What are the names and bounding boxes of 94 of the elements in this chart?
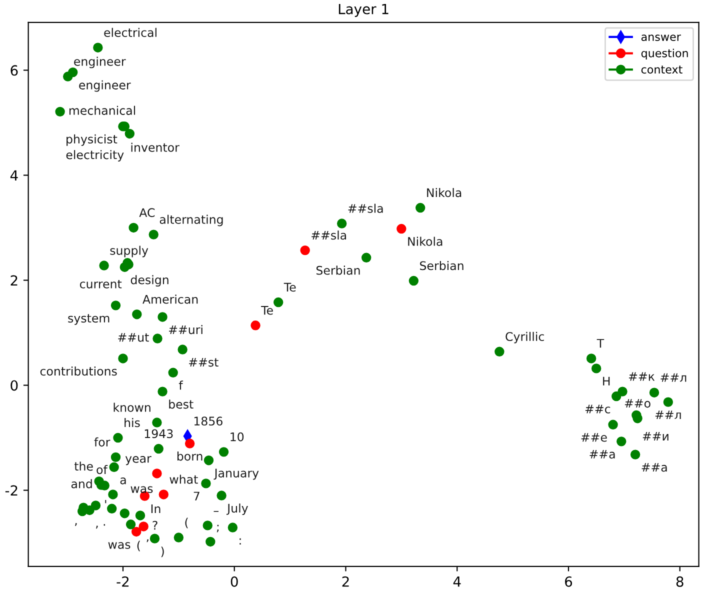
annotation: 1856 [194,416,222,426]
annotation: design [130,275,168,287]
annotation: ##е [581,433,607,442]
annotation: engineer [74,56,126,68]
annotation: ' [105,500,106,504]
annotation: Serbian [420,261,464,270]
annotation: contributions [40,366,117,376]
annotation: electrical [104,28,156,38]
annotation: mechanical [69,106,136,115]
annotation: – [214,511,219,512]
point [138,522,148,532]
annotation: 1943 [144,429,173,438]
annotation: supply [110,246,148,258]
annotation: 10 [230,432,244,442]
y-tick-label: 0 [10,380,18,391]
point [184,438,195,448]
x-tick-label: 2 [342,576,349,587]
annotation: , [96,526,98,529]
annotation: ##к [628,372,655,381]
x-tick-label: 6 [565,576,572,587]
annotation: AC [139,208,155,218]
point [250,320,260,330]
annotation: f [178,380,184,390]
annotation: ##л [655,410,681,420]
annotation: current [80,280,122,288]
annotation: of [96,464,108,474]
legend-label: answer [641,34,681,42]
point [300,245,310,256]
annotation: system [68,314,110,325]
annotation: ##и [642,432,668,440]
annotation: ) [161,546,164,558]
annotation: ##л [660,373,686,382]
annotation: In [151,504,160,514]
annotation: Cyrillic [506,332,544,344]
y-tick-label: 4 [10,170,18,180]
annotation: his [124,418,140,428]
legend-label: context [641,66,682,74]
annotation: , [146,539,148,542]
annotation: January [214,468,259,480]
annotation: born [177,452,202,461]
annotation: physicist [66,134,118,146]
point [158,490,168,500]
annotation: electricity [66,150,124,162]
annotation: ? [152,520,158,530]
annotation: Nikola [408,236,442,246]
annotation: ; [216,524,219,532]
annotation: for [94,437,110,447]
annotation: inventor [131,142,180,152]
point [131,526,142,537]
annotation: and [71,479,92,488]
annotation: Т [596,339,604,348]
annotation: ##ut [118,333,149,342]
x-tick-label: 8 [676,576,684,587]
annotation: ##st [189,358,218,367]
x-tick-label: -2 [116,576,129,587]
annotation: Te [261,306,273,315]
annotation: known [114,402,150,412]
annotation: , [75,523,77,526]
legend-label: question [641,48,688,60]
point [152,468,162,478]
annotation: : [240,538,241,545]
annotation: ##с [585,404,610,414]
annotation: alternating [160,214,223,226]
y-tick-label: -2 [5,485,18,496]
annotation: ( [185,518,188,528]
annotation: the [74,462,93,471]
annotation: was [108,542,130,549]
annotation: Н [603,376,610,386]
x-tick-label: 0 [230,576,238,587]
annotation: a [120,478,126,484]
annotation: ##sla [312,230,346,240]
annotation: American [142,294,198,304]
y-tick-label: 6 [10,65,18,76]
y-tick-label: 2 [10,275,18,286]
annotation: 7 [194,492,200,500]
annotation: year [125,456,152,466]
annotation: ##sla [348,204,383,213]
annotation: ##uri [168,325,202,334]
point [396,224,406,234]
annotation: Nikola [427,188,462,198]
annotation: engineer [79,80,131,92]
annotation: . [104,524,106,526]
annotation: was [130,486,153,494]
x-tick-label: 4 [453,576,461,587]
annotation: what [170,474,198,484]
annotation: best [169,400,194,409]
annotation: Serbian [316,266,360,275]
annotation: ##о [624,399,650,408]
chart-title: Layer 1 [338,4,388,17]
annotation: ##а [642,463,667,472]
annotation: July [226,504,248,515]
annotation: ##а [590,450,615,459]
annotation: Te [284,282,296,292]
annotation: ( [137,540,140,552]
